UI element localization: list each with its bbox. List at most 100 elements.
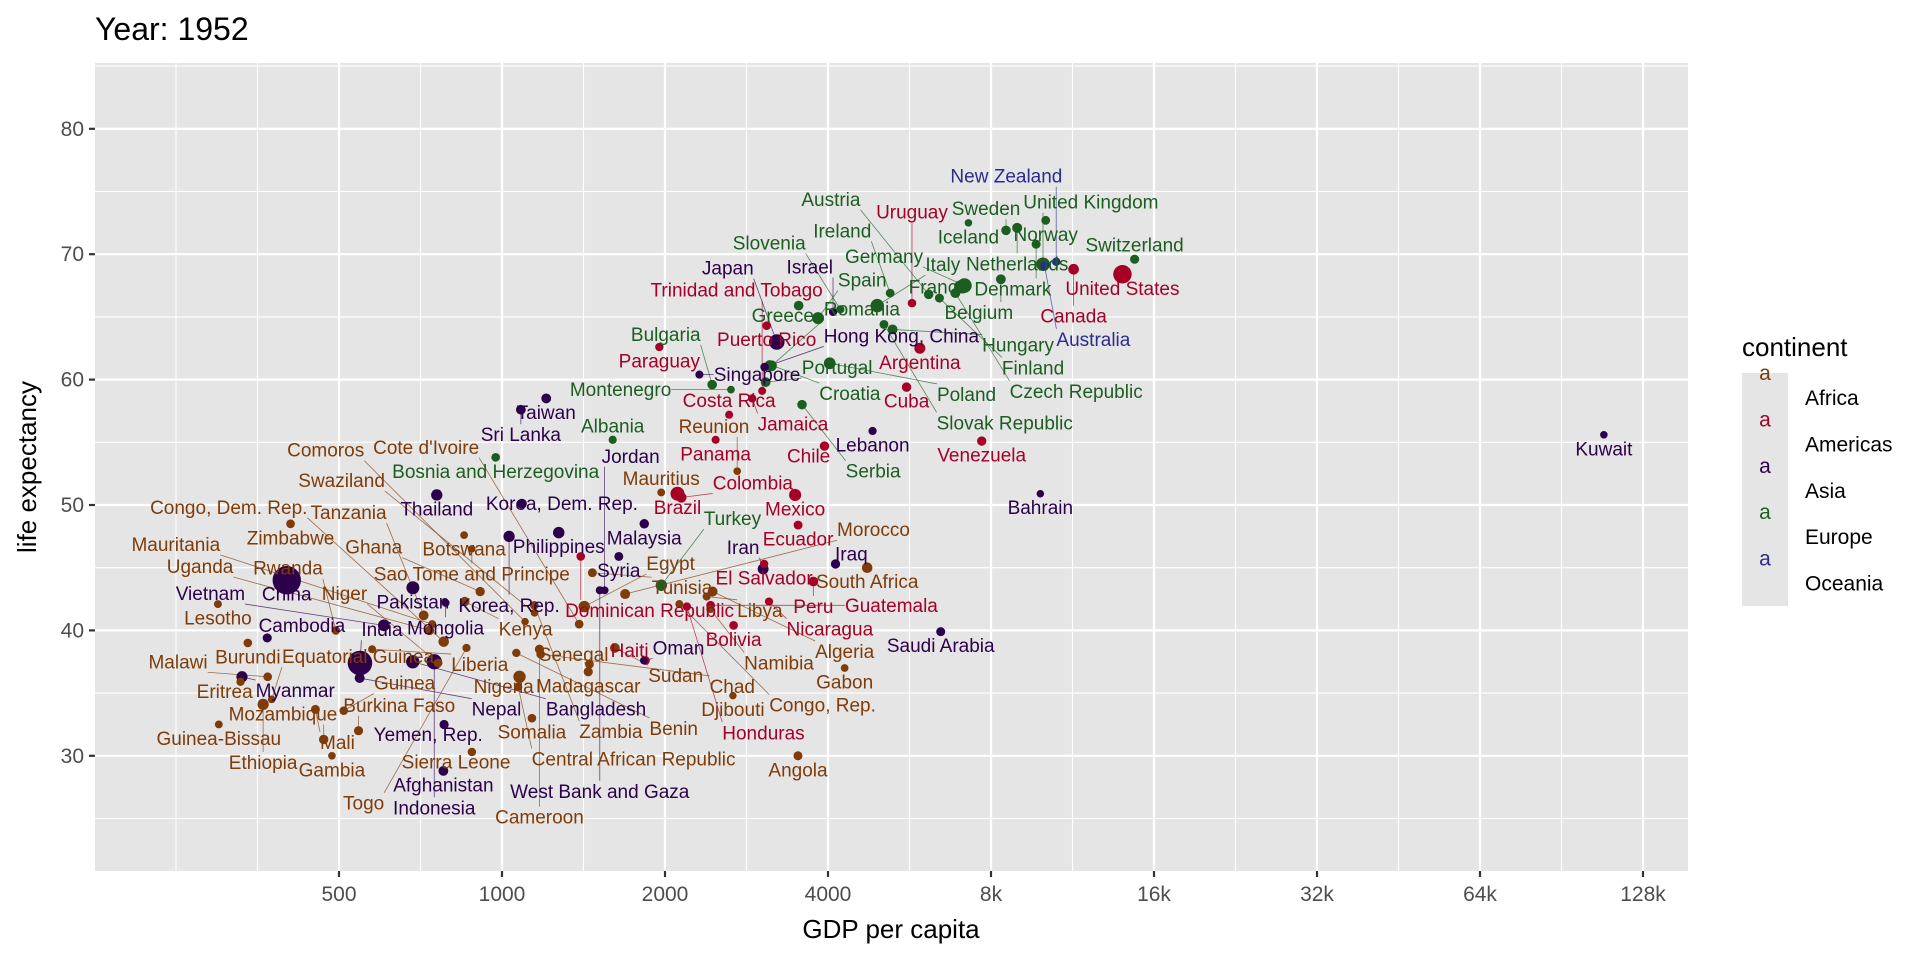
point-label: Kenya — [499, 620, 553, 641]
point-label: France — [909, 277, 968, 298]
data-point — [725, 410, 734, 419]
data-point — [1068, 263, 1079, 275]
data-point — [1039, 260, 1050, 271]
point-label: Czech Republic — [1010, 382, 1143, 403]
data-point — [870, 298, 884, 313]
point-label: Honduras — [722, 723, 804, 744]
point-label: Saudi Arabia — [887, 636, 995, 657]
point-label: Namibia — [744, 654, 814, 675]
point-label: Cameroon — [495, 808, 584, 829]
point-label: Algeria — [815, 642, 875, 663]
data-point — [934, 293, 944, 303]
point-label: Spain — [838, 271, 887, 292]
label-leader-line — [765, 377, 802, 383]
point-label: Korea, Rep. — [458, 596, 559, 617]
data-point — [758, 386, 767, 395]
data-point — [823, 357, 836, 370]
legend-key-glyph: a — [1759, 501, 1771, 524]
data-point — [438, 765, 449, 776]
data-point — [354, 673, 365, 684]
point-label: Costa Rica — [683, 391, 776, 412]
data-point — [406, 655, 420, 669]
data-point — [1001, 225, 1011, 236]
legend-key-background — [1742, 373, 1788, 606]
label-leader-line — [478, 457, 580, 625]
data-point — [828, 307, 838, 317]
point-label: Canada — [1040, 307, 1107, 328]
point-label: South Africa — [816, 572, 919, 593]
point-label: Ghana — [345, 538, 402, 559]
data-point — [512, 648, 521, 658]
label-leader-line — [517, 686, 533, 749]
point-label: Reunion — [679, 417, 750, 438]
label-leader-line — [384, 490, 535, 614]
label-leader-line — [592, 572, 652, 578]
data-point — [762, 321, 771, 330]
label-leader-line — [402, 557, 481, 592]
point-label: Mauritania — [131, 535, 220, 556]
data-point — [901, 382, 912, 392]
point-label: Bosnia and Herzegovina — [392, 462, 599, 483]
point-label: Pakistan — [376, 592, 449, 613]
y-tick-label: 80 — [61, 118, 84, 141]
label-leader-line — [271, 666, 283, 700]
label-leader-line — [533, 605, 580, 722]
data-point — [262, 633, 272, 643]
point-label: Norway — [1014, 225, 1079, 246]
point-label: Hungary — [982, 336, 1054, 357]
major-gridlines — [95, 63, 1688, 871]
data-point — [467, 747, 477, 757]
point-label: Vietnam — [176, 584, 245, 605]
y-tick-label: 70 — [61, 243, 84, 266]
point-label: Uganda — [167, 557, 234, 578]
point-label: Morocco — [837, 520, 910, 541]
data-point — [729, 621, 738, 630]
data-point — [347, 650, 373, 676]
x-tick-label: 32k — [1300, 883, 1334, 906]
data-point — [609, 643, 620, 653]
data-point — [914, 342, 926, 354]
data-point — [768, 334, 785, 350]
point-label: Cote d'Ivoire — [373, 438, 479, 459]
point-label: Brazil — [654, 498, 702, 519]
point-label: Chad — [710, 677, 755, 698]
point-label: Hong Kong, China — [824, 326, 980, 347]
point-label: Albania — [581, 416, 645, 437]
legend-key-glyph: a — [1759, 455, 1771, 478]
point-label: Taiwan — [517, 403, 576, 424]
label-leader-line — [829, 362, 938, 385]
point-label: Netherlands — [966, 254, 1068, 275]
data-point — [310, 704, 320, 714]
data-point — [702, 592, 711, 601]
legend-title: continent — [1742, 332, 1848, 362]
data-point — [515, 404, 526, 415]
point-label: Cambodia — [259, 616, 346, 637]
label-leader-line — [1044, 265, 1057, 329]
label-leader-line — [383, 647, 467, 793]
point-label: Benin — [649, 719, 698, 740]
point-label: Sri Lanka — [481, 425, 562, 446]
data-point — [431, 489, 443, 501]
data-point — [808, 576, 819, 587]
label-leader-line — [245, 603, 384, 626]
point-label: Iraq — [835, 545, 868, 566]
data-point — [1031, 239, 1041, 249]
point-label: Guinea — [374, 674, 436, 695]
data-point — [836, 305, 845, 314]
point-label: Guinea-Bissau — [156, 729, 281, 750]
data-point — [1041, 215, 1051, 225]
point-label: Malaysia — [607, 528, 682, 549]
data-point — [995, 274, 1006, 285]
data-point — [711, 435, 720, 444]
legend-label-oceania: Oceania — [1805, 573, 1884, 596]
point-label: United Kingdom — [1023, 193, 1158, 214]
data-point — [513, 670, 526, 683]
legend: continent a Africa a Americas a Asia a Europe a O… — [1742, 332, 1893, 606]
data-point — [214, 720, 223, 729]
data-point — [695, 370, 704, 379]
legend-label-americas: Americas — [1805, 433, 1893, 456]
data-point — [267, 695, 276, 704]
data-point — [433, 658, 443, 668]
y-axis: 30 40 50 60 70 80 — [61, 118, 95, 768]
point-label: Jamaica — [758, 414, 829, 435]
